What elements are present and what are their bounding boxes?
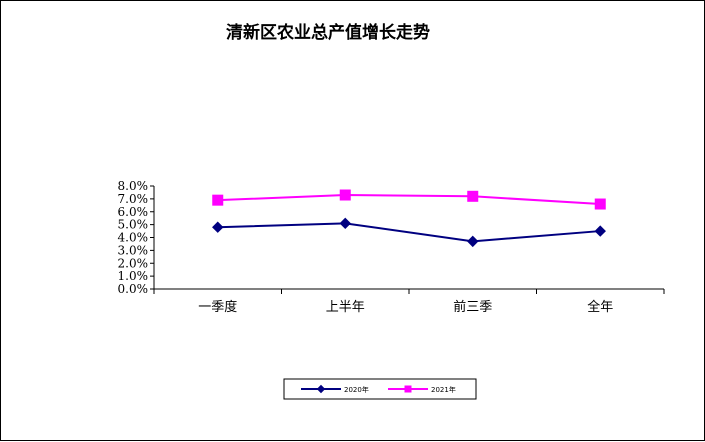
x-tick-label: 上半年 [326, 300, 365, 315]
series-line [217, 194, 601, 206]
y-tick-label: 5.0% [118, 218, 149, 232]
data-point [467, 235, 479, 248]
series-line [217, 222, 601, 243]
data-point [339, 217, 351, 230]
data-point [212, 221, 224, 233]
y-tick-label: 2.0% [118, 256, 149, 270]
y-tick-label: 6.0% [118, 205, 149, 219]
legend-label: 2020年 [344, 385, 369, 394]
y-tick-label: 1.0% [118, 269, 149, 283]
y-tick-label: 4.0% [118, 231, 149, 245]
chart-title: 清新区农业总产值增长走势 [226, 22, 430, 43]
legend-marker [404, 385, 412, 393]
y-tick-label: 3.0% [118, 243, 149, 257]
data-point [594, 198, 606, 210]
x-tick-label: 前三季 [453, 299, 492, 315]
y-tick-label: 0.0% [118, 282, 149, 296]
x-tick-label: 一季度 [198, 299, 237, 315]
legend-label: 2021年 [431, 385, 456, 394]
axes: 0.0%1.0%2.0%3.0%4.0%5.0%6.0%7.0%8.0% 一季度 上… [118, 179, 665, 315]
y-tick-label: 8.0% [118, 179, 149, 193]
data-point [467, 190, 479, 202]
data-point [339, 189, 351, 201]
legend-box [283, 378, 477, 400]
legend: 2020年 2021年 [283, 378, 477, 400]
legend-marker [316, 384, 326, 394]
x-tick-label: 全年 [587, 299, 613, 315]
data-point [594, 225, 606, 237]
data-point [212, 194, 224, 206]
y-tick-label: 7.0% [118, 192, 149, 206]
series-layer [212, 189, 606, 248]
